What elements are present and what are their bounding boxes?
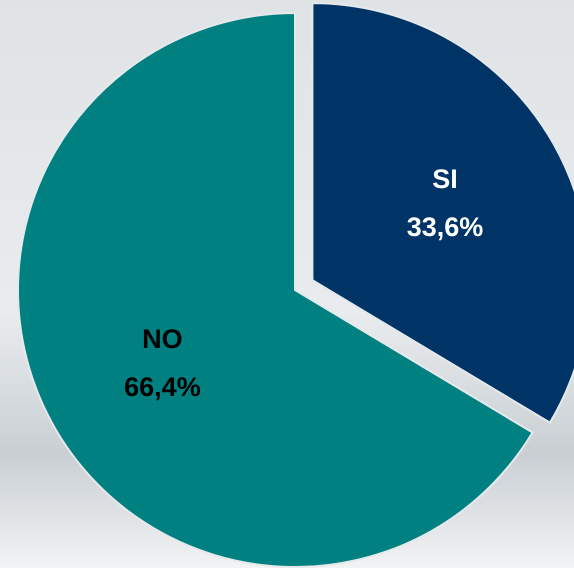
slice-value-label: 66,4%: [124, 372, 201, 402]
page: SI33,6%NO66,4% (() => { const data = JSO…: [0, 0, 574, 568]
slice-value-label: 33,6%: [407, 212, 484, 242]
chart: SI 33,6% NO 66,4%: [0, 0, 574, 568]
slice-category: NO: [142, 324, 183, 354]
slice-category: SI: [432, 164, 458, 194]
